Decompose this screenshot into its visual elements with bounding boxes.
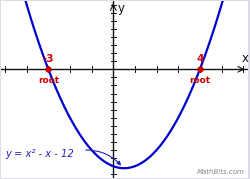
Text: 4: 4 [196, 54, 203, 64]
Text: x: x [242, 52, 249, 65]
Text: -3: -3 [42, 54, 54, 64]
Text: root: root [38, 76, 59, 85]
Text: y: y [118, 2, 125, 15]
Text: y = x² - x - 12: y = x² - x - 12 [5, 149, 74, 159]
Text: MathBits.com: MathBits.com [196, 169, 244, 175]
Text: root: root [189, 76, 210, 85]
